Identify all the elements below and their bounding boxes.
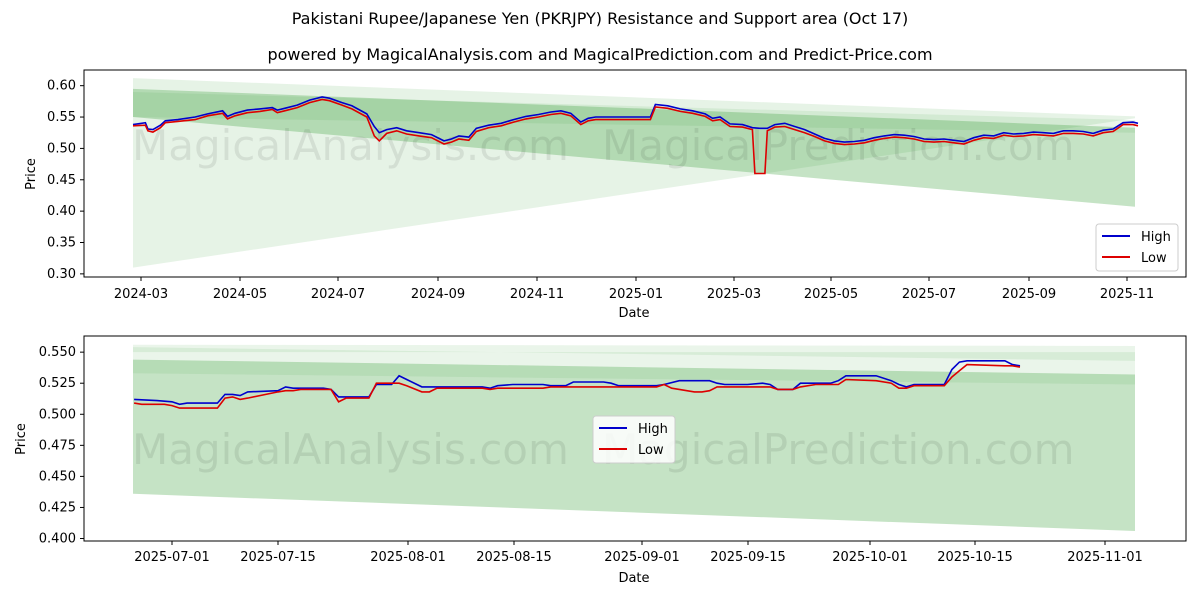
y-tick-label: 0.525	[39, 376, 76, 391]
legend: High Low	[1095, 223, 1179, 272]
x-tick-label: 2024-03	[114, 287, 168, 302]
x-tick-label: 2025-09	[1002, 287, 1056, 302]
x-tick-label: 2024-05	[213, 287, 267, 302]
x-tick-label: 2025-07-15	[240, 550, 316, 565]
watermark-prediction: MagicalPrediction.com	[602, 121, 1075, 170]
y-tick-label: 0.55	[47, 110, 76, 125]
y-tick-label: 0.550	[39, 345, 76, 360]
x-axis-label: Date	[618, 571, 649, 586]
band-wide	[133, 344, 1135, 385]
x-tick-label: 2025-11-01	[1067, 550, 1143, 565]
y-tick-label: 0.500	[39, 407, 76, 422]
chart-subtitle: powered by MagicalAnalysis.com and Magic…	[267, 45, 933, 64]
y-tick-label: 0.425	[39, 500, 76, 515]
x-tick-label: 2025-01	[609, 287, 663, 302]
legend: High Low	[592, 415, 676, 464]
watermark-prediction: MagicalPrediction.com	[602, 425, 1075, 474]
y-tick-label: 0.450	[39, 469, 76, 484]
band-resistance	[133, 91, 1135, 133]
y-axis-label: Price	[14, 423, 29, 455]
series-line-high	[132, 96, 1139, 143]
x-tick-label: 2024-07	[311, 287, 365, 302]
x-tick-label: 2025-11	[1100, 287, 1154, 302]
x-tick-label: 2025-10-01	[832, 550, 908, 565]
watermark-analysis: MagicalAnalysis.com	[132, 121, 569, 170]
x-tick-label: 2024-11	[510, 287, 564, 302]
band-support	[133, 88, 1135, 207]
y-tick-label: 0.45	[47, 173, 76, 188]
legend-label-low: Low	[1141, 251, 1167, 266]
y-tick-label: 0.30	[47, 267, 76, 282]
y-tick-label: 0.35	[47, 236, 76, 251]
y-tick-label: 0.400	[39, 532, 76, 547]
x-tick-label: 2025-08-01	[370, 550, 446, 565]
x-tick-label: 2025-07-01	[134, 550, 210, 565]
x-tick-label: 2025-03	[707, 287, 761, 302]
y-axis-label: Price	[24, 158, 39, 190]
x-tick-label: 2025-05	[804, 287, 858, 302]
x-tick-label: 2025-07	[902, 287, 956, 302]
x-tick-label: 2025-08-15	[476, 550, 552, 565]
legend-label-high: High	[638, 422, 668, 437]
legend-label-high: High	[1141, 230, 1171, 245]
x-tick-label: 2025-10-15	[937, 550, 1013, 565]
x-tick-label: 2025-09-01	[604, 550, 680, 565]
x-axis-label: Date	[618, 306, 649, 321]
series-line-low	[132, 98, 1139, 175]
band-resistance	[133, 347, 1135, 361]
y-tick-label: 0.60	[47, 79, 76, 94]
plot-frame	[83, 69, 1187, 278]
y-tick-label: 0.50	[47, 141, 76, 156]
series-line-low	[133, 363, 1021, 409]
watermark-analysis: MagicalAnalysis.com	[132, 425, 569, 474]
y-tick-label: 0.475	[39, 438, 76, 453]
series-line-high	[134, 359, 1021, 406]
x-tick-label: 2025-09-15	[710, 550, 786, 565]
legend-label-low: Low	[638, 443, 664, 458]
plot-frame	[83, 335, 1187, 542]
x-tick-label: 2024-09	[411, 287, 465, 302]
y-tick-label: 0.40	[47, 204, 76, 219]
chart-title: Pakistani Rupee/Japanese Yen (PKRJPY) Re…	[291, 9, 909, 28]
band-wide	[133, 78, 1135, 268]
